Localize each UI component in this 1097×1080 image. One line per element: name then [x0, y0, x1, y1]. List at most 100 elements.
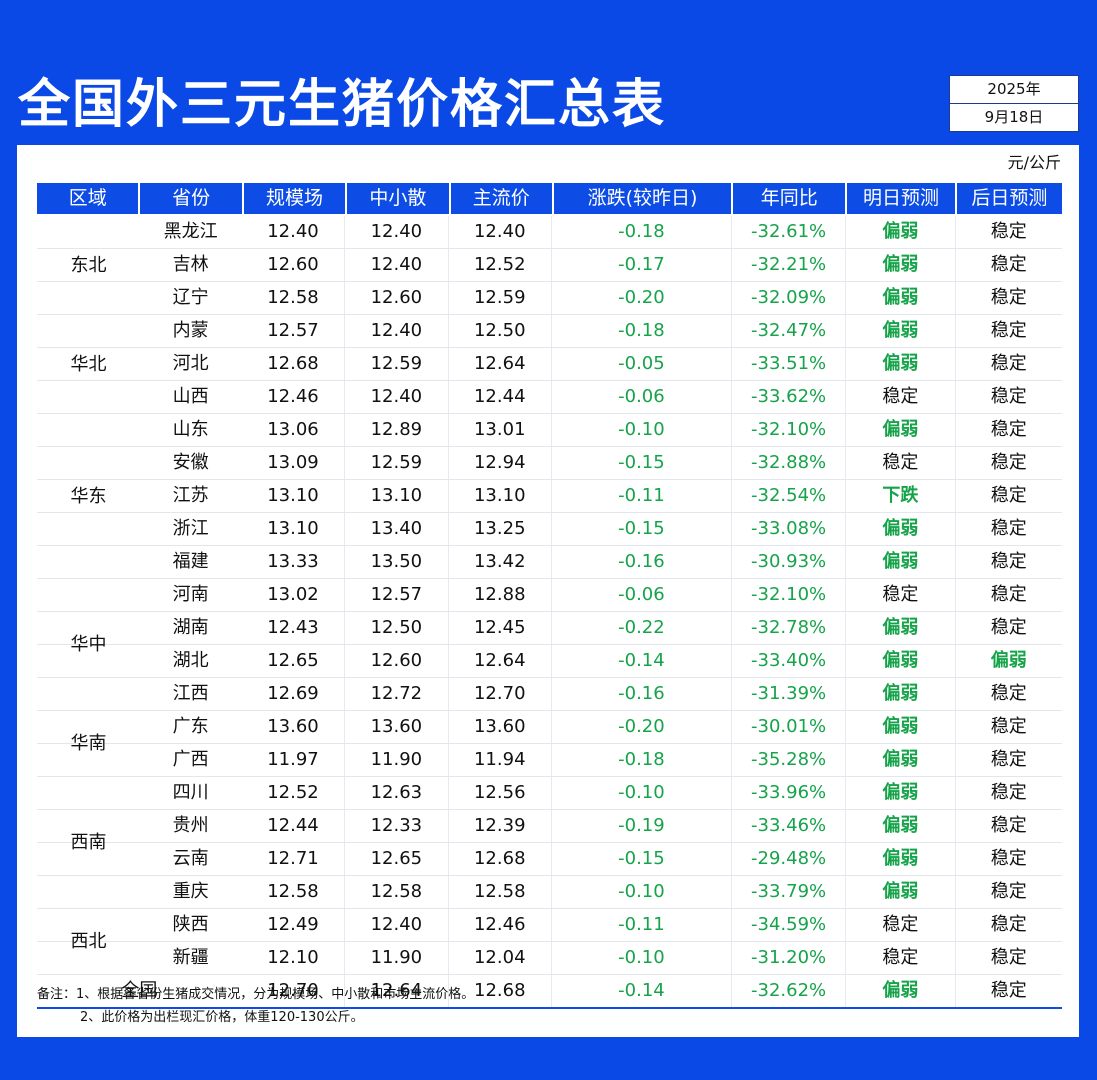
scale-farm-price: 12.43	[242, 612, 346, 644]
main-price: 12.59	[449, 282, 552, 314]
date-day: 9月18日	[984, 108, 1044, 126]
tomorrow-forecast: 偏弱	[846, 612, 956, 644]
region-label: 华北	[70, 354, 107, 375]
main-price: 12.44	[449, 381, 552, 413]
after-tomorrow-forecast: 稳定	[990, 221, 1027, 242]
tomorrow-forecast: 稳定	[846, 381, 956, 413]
province-cell: 辽宁	[172, 287, 209, 308]
scale-farm-price: 13.06	[242, 414, 346, 446]
daily-change: -0.15	[552, 447, 732, 479]
province-cell: 河北	[172, 353, 209, 374]
scale-farm-price: 12.40	[242, 216, 346, 248]
province-cell: 河南	[172, 584, 209, 605]
small-farm-price: 13.50	[345, 546, 449, 578]
small-farm-price: 12.40	[345, 216, 449, 248]
total-label: 全国	[121, 980, 158, 1001]
after-tomorrow-forecast: 稳定	[990, 914, 1027, 935]
province-cell: 山东	[172, 419, 209, 440]
main-price: 12.04	[449, 942, 552, 974]
small-farm-price: 12.57	[345, 579, 449, 611]
daily-change: -0.10	[552, 777, 732, 809]
price-table: 区域 省份 规模场 中小散 主流价 涨跌(较昨日) 年同比 明日预测 后日预测 黑龙江 12.40…	[37, 183, 1062, 1009]
after-tomorrow-forecast: 稳定	[990, 947, 1027, 968]
tomorrow-forecast: 偏弱	[846, 216, 956, 248]
small-farm-price: 12.58	[345, 876, 449, 908]
after-tomorrow-forecast: 稳定	[990, 749, 1027, 770]
table-row: 四川 12.52 12.63 12.56 -0.10 -33.96% 偏弱 稳定	[37, 777, 1062, 810]
table-row: 湖北 12.65 12.60 12.64 -0.14 -33.40% 偏弱 偏弱	[37, 645, 1062, 678]
scale-farm-price: 13.33	[242, 546, 346, 578]
daily-change: -0.22	[552, 612, 732, 644]
scale-farm-price: 12.58	[242, 876, 346, 908]
daily-change: -0.11	[552, 480, 732, 512]
scale-farm-price: 12.46	[242, 381, 346, 413]
after-tomorrow-forecast: 稳定	[990, 287, 1027, 308]
small-farm-price: 12.64	[345, 975, 449, 1007]
table-row: 江西 12.69 12.72 12.70 -0.16 -31.39% 偏弱 稳定	[37, 678, 1062, 711]
daily-change: -0.10	[552, 942, 732, 974]
province-cell: 四川	[172, 782, 209, 803]
region-label: 华中	[70, 634, 107, 655]
column-header: 涨跌(较昨日)	[554, 183, 734, 214]
province-cell: 湖南	[172, 617, 209, 638]
after-tomorrow-forecast: 稳定	[990, 386, 1027, 407]
main-price: 13.60	[449, 711, 552, 743]
after-tomorrow-forecast: 稳定	[990, 254, 1027, 275]
province-cell: 贵州	[172, 815, 209, 836]
table-header-row: 区域 省份 规模场 中小散 主流价 涨跌(较昨日) 年同比 明日预测 后日预测	[37, 183, 1062, 214]
yoy-change: -30.01%	[732, 711, 847, 743]
table-row: 内蒙 12.57 12.40 12.50 -0.18 -32.47% 偏弱 稳定	[37, 315, 1062, 348]
yoy-change: -31.39%	[732, 678, 847, 710]
after-tomorrow-forecast: 稳定	[990, 782, 1027, 803]
main-price: 12.40	[449, 216, 552, 248]
column-header: 主流价	[451, 183, 554, 214]
small-farm-price: 13.40	[345, 513, 449, 545]
main-price: 12.94	[449, 447, 552, 479]
scale-farm-price: 12.70	[242, 975, 346, 1007]
table-row: 陕西 12.49 12.40 12.46 -0.11 -34.59% 稳定 稳定	[37, 909, 1062, 942]
table-row: 浙江 13.10 13.40 13.25 -0.15 -33.08% 偏弱 稳定	[37, 513, 1062, 546]
small-farm-price: 13.60	[345, 711, 449, 743]
date-year: 2025年	[950, 76, 1078, 104]
small-farm-price: 11.90	[345, 744, 449, 776]
table-row: 辽宁 12.58 12.60 12.59 -0.20 -32.09% 偏弱 稳定	[37, 282, 1062, 315]
small-farm-price: 12.33	[345, 810, 449, 842]
province-cell: 浙江	[172, 518, 209, 539]
province-cell: 云南	[172, 848, 209, 869]
main-price: 12.39	[449, 810, 552, 842]
yoy-change: -32.10%	[732, 579, 847, 611]
tomorrow-forecast: 偏弱	[846, 249, 956, 281]
daily-change: -0.14	[552, 975, 732, 1007]
yoy-change: -32.62%	[732, 975, 847, 1007]
region-label: 华南	[70, 733, 107, 754]
scale-farm-price: 12.60	[242, 249, 346, 281]
scale-farm-price: 12.57	[242, 315, 346, 347]
tomorrow-forecast: 稳定	[846, 447, 956, 479]
province-cell: 福建	[172, 551, 209, 572]
unit-label: 元/公斤	[1007, 153, 1061, 172]
main-price: 12.64	[449, 645, 552, 677]
small-farm-price: 12.59	[345, 447, 449, 479]
tomorrow-forecast: 偏弱	[846, 645, 956, 677]
note-line-2: 2、此价格为出栏现汇价格，体重120-130公斤。	[80, 1010, 364, 1025]
daily-change: -0.06	[552, 579, 732, 611]
tomorrow-forecast: 偏弱	[846, 315, 956, 347]
column-header: 规模场	[244, 183, 348, 214]
daily-change: -0.18	[552, 315, 732, 347]
daily-change: -0.10	[552, 876, 732, 908]
scale-farm-price: 12.10	[242, 942, 346, 974]
after-tomorrow-forecast: 稳定	[990, 518, 1027, 539]
yoy-change: -32.10%	[732, 414, 847, 446]
province-cell: 广东	[172, 716, 209, 737]
tomorrow-forecast: 稳定	[846, 942, 956, 974]
tomorrow-forecast: 偏弱	[846, 348, 956, 380]
main-price: 12.58	[449, 876, 552, 908]
table-row: 新疆 12.10 11.90 12.04 -0.10 -31.20% 稳定 稳定	[37, 942, 1062, 975]
small-farm-price: 12.40	[345, 315, 449, 347]
table-row: 河南 13.02 12.57 12.88 -0.06 -32.10% 稳定 稳定	[37, 579, 1062, 612]
yoy-change: -29.48%	[732, 843, 847, 875]
daily-change: -0.18	[552, 744, 732, 776]
tomorrow-forecast: 偏弱	[846, 513, 956, 545]
small-farm-price: 12.40	[345, 909, 449, 941]
